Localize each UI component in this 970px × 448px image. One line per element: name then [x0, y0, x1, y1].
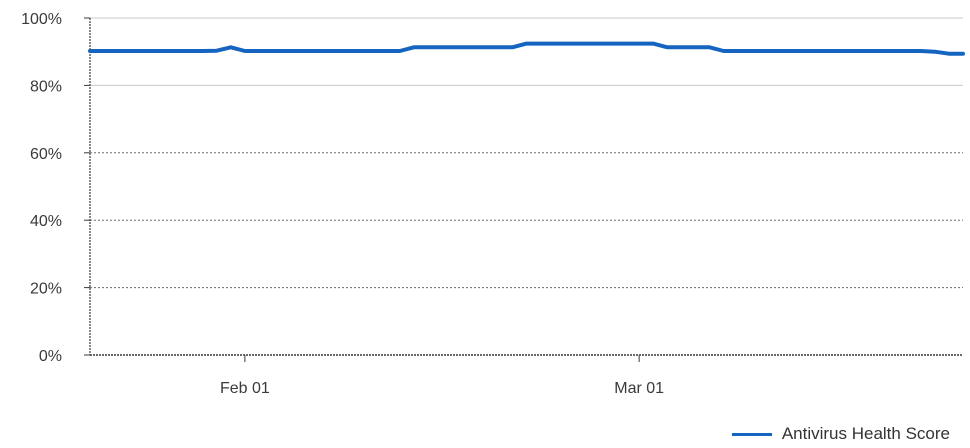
data-point	[764, 49, 768, 53]
data-point	[158, 49, 162, 53]
data-point	[172, 49, 177, 53]
data-point	[440, 45, 444, 49]
data-point	[778, 49, 782, 53]
y-axis-ticks: 0% 20% 40% 60% 80% 100%	[21, 11, 90, 365]
data-point	[482, 45, 486, 49]
data-point	[651, 42, 655, 46]
data-point	[820, 49, 824, 53]
data-point	[736, 49, 740, 53]
data-point	[229, 45, 233, 49]
data-point	[341, 49, 346, 53]
legend-swatch	[731, 432, 772, 436]
data-point	[144, 49, 148, 53]
data-point	[961, 52, 965, 56]
x-tick-label: Feb 01	[220, 380, 270, 397]
data-point	[313, 49, 317, 53]
y-tick-label: 0%	[39, 348, 62, 365]
data-point	[609, 42, 613, 46]
data-point	[524, 42, 529, 46]
data-point	[848, 49, 853, 53]
data-point	[539, 42, 543, 46]
y-tick-label: 20%	[30, 281, 62, 298]
data-point	[88, 49, 92, 53]
data-point	[876, 49, 881, 53]
x-axis-ticks: Feb 01 Mar 01	[220, 355, 664, 397]
data-point	[510, 45, 514, 49]
legend: Antivirus Health Score	[731, 424, 950, 444]
data-point	[468, 45, 472, 49]
data-point	[595, 42, 599, 46]
data-point	[384, 49, 388, 53]
data-point	[187, 49, 191, 53]
data-point	[693, 45, 698, 49]
data-point	[862, 49, 867, 53]
data-point	[905, 49, 909, 53]
data-point	[933, 50, 937, 54]
data-point	[398, 49, 402, 53]
data-point	[792, 49, 796, 53]
data-point	[426, 45, 430, 49]
data-point	[412, 45, 416, 49]
data-point	[722, 49, 726, 53]
data-point	[707, 45, 712, 49]
series-layer	[88, 41, 965, 56]
data-point	[947, 52, 951, 56]
y-tick-label: 80%	[30, 78, 62, 95]
data-point	[299, 49, 303, 53]
x-tick-label: Mar 01	[614, 380, 664, 397]
data-point	[637, 42, 641, 46]
data-point	[327, 49, 331, 53]
data-point	[370, 49, 374, 53]
data-point	[215, 49, 219, 53]
y-tick-label: 60%	[30, 146, 62, 163]
data-point	[243, 49, 247, 53]
data-point	[919, 49, 923, 53]
gridlines	[90, 17, 963, 289]
data-point	[454, 45, 458, 49]
data-point	[665, 45, 669, 49]
data-point	[496, 45, 500, 49]
legend-label: Antivirus Health Score	[781, 424, 950, 443]
data-point	[679, 45, 684, 49]
data-point	[355, 49, 360, 53]
data-point	[201, 49, 205, 53]
data-point	[553, 42, 557, 46]
data-point	[285, 49, 289, 53]
data-point	[257, 49, 261, 53]
data-point	[750, 49, 754, 53]
data-point	[834, 49, 838, 53]
data-point	[130, 49, 134, 53]
data-point	[891, 49, 895, 53]
data-point	[271, 49, 275, 53]
data-point	[567, 42, 571, 46]
y-tick-label: 40%	[30, 213, 62, 230]
data-point	[806, 49, 810, 53]
data-point	[116, 49, 120, 53]
data-point	[623, 42, 627, 46]
data-point	[102, 49, 106, 53]
y-tick-label: 100%	[21, 11, 62, 28]
data-point	[581, 42, 585, 46]
